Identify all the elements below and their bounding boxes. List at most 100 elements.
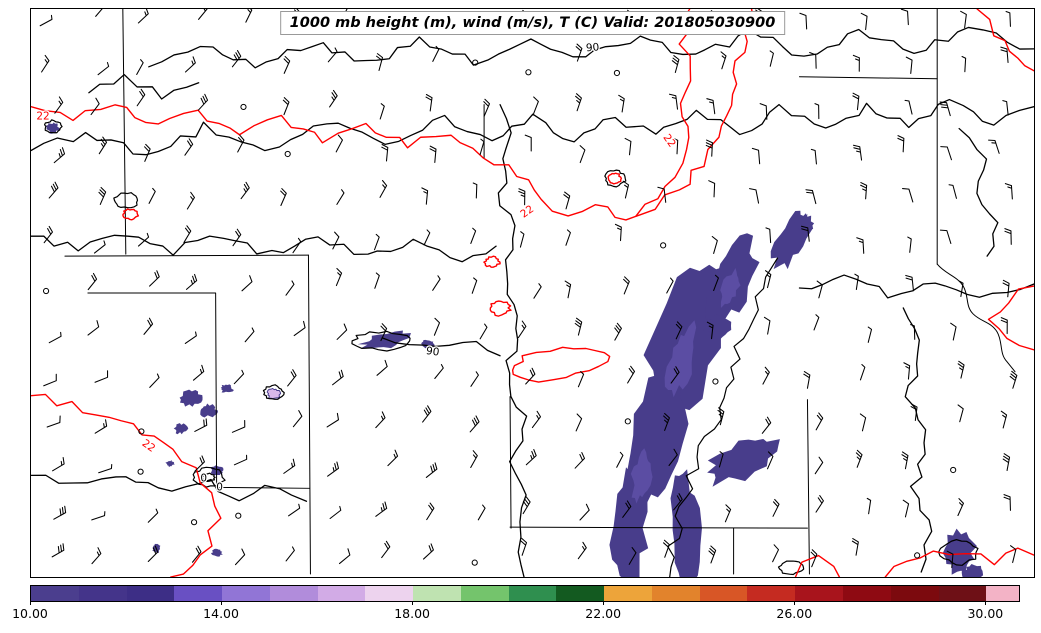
wind-barb <box>97 61 110 76</box>
wind-barb <box>575 43 583 62</box>
state-borders <box>64 9 1016 577</box>
wind-barb <box>381 540 391 559</box>
wind-barb <box>852 144 863 161</box>
wind-barb <box>574 317 583 336</box>
wind-barb <box>957 360 965 379</box>
wind-barb <box>332 231 340 250</box>
colorbar-segment <box>795 586 844 601</box>
wind-barb <box>381 143 389 162</box>
wind-barb <box>332 369 344 386</box>
wind-barb <box>329 89 338 108</box>
wind-barb <box>518 188 526 206</box>
colorbar-segment <box>413 586 461 601</box>
wind-barb <box>293 320 306 337</box>
colorbar-segment <box>938 586 987 601</box>
wind-barb <box>860 182 868 200</box>
colorbar-tick-label: 26.00 <box>776 606 813 621</box>
wind-barb <box>41 54 50 73</box>
wind-barb <box>477 504 486 521</box>
wind-barb <box>1004 183 1013 200</box>
colorbar-tick-mark <box>30 601 31 605</box>
wind-barb <box>434 364 444 380</box>
calm-wind-circle <box>240 103 247 111</box>
wind-barb <box>575 93 582 112</box>
wind-barb <box>376 359 388 376</box>
wind-barb <box>147 545 159 562</box>
wind-barb <box>759 103 768 120</box>
calm-wind-circle <box>138 428 145 435</box>
wind-barb <box>666 277 674 294</box>
colorbar-extend-segment <box>986 586 1019 601</box>
wind-barb <box>574 452 586 469</box>
wind-barb <box>905 56 913 74</box>
wind-barb <box>816 280 823 299</box>
colorbar-tick-label: 10.00 <box>12 606 48 621</box>
wind-barb <box>422 543 434 560</box>
wind-barb <box>959 280 964 298</box>
wind-barb <box>901 451 909 470</box>
wind-barb <box>147 508 159 523</box>
contour-label: 22 <box>140 437 158 454</box>
contour-label: 90 <box>585 41 599 54</box>
colorbar-segment <box>31 586 79 601</box>
wind-barb <box>1002 100 1009 116</box>
wind-barb <box>563 191 571 210</box>
wind-barb <box>671 55 680 73</box>
wind-barb <box>423 229 431 246</box>
wind-barb <box>724 504 732 523</box>
map-canvas: 90 90 00 22 22 22 22 <box>31 9 1034 577</box>
wind-barb <box>48 181 59 199</box>
colorbar-segment <box>269 586 318 601</box>
colorbar-ticks: 10.00 14.00 18.00 22.00 26.00 30.00 <box>0 601 1041 624</box>
wind-barb <box>287 369 297 387</box>
calm-wind-circle <box>712 378 719 385</box>
wind-barb <box>136 59 144 75</box>
wind-barb <box>421 187 429 205</box>
wind-barb <box>39 14 53 27</box>
wind-barb <box>1009 370 1018 389</box>
wind-barb <box>814 103 820 120</box>
wind-barb <box>614 322 622 341</box>
wind-barb <box>237 134 245 153</box>
wind-barb <box>902 188 914 203</box>
wind-barb <box>800 225 810 242</box>
wind-barb <box>327 47 338 63</box>
wind-barb <box>718 451 724 468</box>
wind-barb <box>525 367 536 385</box>
wind-barb <box>628 547 637 565</box>
wind-barb <box>292 410 303 428</box>
colorbar-segment <box>78 586 127 601</box>
wind-barb <box>851 538 859 556</box>
wind-barb <box>961 56 967 73</box>
wind-barb <box>432 275 441 291</box>
wind-barb <box>860 12 868 31</box>
wind-barb <box>338 548 351 565</box>
wind-barb <box>940 146 952 161</box>
wind-barb <box>623 276 630 295</box>
colorbar-tick-mark <box>412 601 414 605</box>
wind-barbs <box>39 9 1018 569</box>
wind-barb <box>668 448 678 467</box>
wind-barb <box>46 415 61 428</box>
wind-barb <box>708 180 716 198</box>
wind-barb <box>198 9 208 20</box>
wind-barb <box>197 93 209 111</box>
wind-barb <box>957 498 964 517</box>
wind-barb <box>87 272 98 291</box>
wind-barb <box>525 449 537 466</box>
wind-barb <box>288 503 301 517</box>
wind-barb <box>422 405 432 423</box>
wind-barb <box>136 88 146 107</box>
wind-barb <box>43 373 57 387</box>
wind-barb <box>939 101 951 117</box>
wind-barb <box>282 97 290 116</box>
wind-barb <box>579 145 586 164</box>
wind-barb <box>98 186 107 205</box>
wind-barb <box>283 458 296 474</box>
wind-barb <box>517 320 527 339</box>
wind-barb <box>859 364 866 381</box>
colorbar-segment <box>508 586 557 601</box>
wind-barb <box>379 103 385 120</box>
wind-barb <box>380 323 388 342</box>
